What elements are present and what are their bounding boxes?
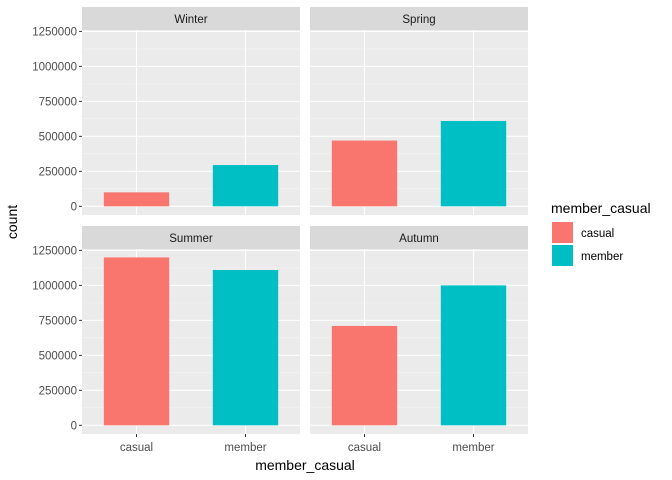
legend-label-casual: casual <box>581 228 614 240</box>
axes: 0 250000 500000 750000 1000000 1250000 0 250000… <box>32 26 495 454</box>
legend-label-member: member <box>581 251 623 263</box>
facet-strip <box>82 7 300 30</box>
legend-key-member <box>552 245 573 266</box>
x-tick-label: member <box>452 442 494 454</box>
facet-label: Summer <box>169 233 213 245</box>
facet-strip <box>82 226 300 249</box>
y-axis-title: count <box>4 205 20 239</box>
y-tick-label: 250000 <box>39 166 77 178</box>
y-tick-label: 1000000 <box>32 280 77 292</box>
bar-spring-member <box>440 120 507 207</box>
legend: member_casual casual member <box>551 200 651 266</box>
y-tick-label: 1000000 <box>32 61 77 73</box>
y-tick-label: 1250000 <box>32 245 77 257</box>
facet-label: Autumn <box>399 233 439 245</box>
legend-key-casual <box>552 222 573 243</box>
y-tick-label: 250000 <box>39 385 77 397</box>
y-tick-label: 1250000 <box>32 26 77 38</box>
x-tick-label: casual <box>120 442 153 454</box>
y-tick-label: 0 <box>71 201 77 213</box>
bar-winter-casual <box>103 192 170 207</box>
panel-summer: Summer <box>82 226 300 434</box>
bar-winter-member <box>212 165 279 207</box>
bar-summer-casual <box>103 257 170 426</box>
panel-autumn: Autumn <box>310 226 528 434</box>
bar-autumn-member <box>440 285 507 426</box>
y-tick-label: 500000 <box>39 350 77 362</box>
panels: Winter Spring Summer Autumn <box>82 7 528 434</box>
facet-label: Spring <box>402 14 435 26</box>
x-axis-title: member_casual <box>255 457 355 473</box>
y-tick-label: 0 <box>71 420 77 432</box>
y-tick-label: 750000 <box>39 96 77 108</box>
bar-autumn-casual <box>331 325 398 426</box>
y-tick-label: 500000 <box>39 131 77 143</box>
facet-strip <box>310 226 528 249</box>
bar-summer-member <box>212 269 279 426</box>
bar-spring-casual <box>331 140 398 207</box>
panel-winter: Winter <box>82 7 300 215</box>
facet-strip <box>310 7 528 30</box>
facet-label: Winter <box>174 14 207 26</box>
y-tick-label: 750000 <box>39 315 77 327</box>
legend-title: member_casual <box>551 200 651 216</box>
x-tick-label: member <box>224 442 266 454</box>
panel-spring: Spring <box>310 7 528 215</box>
x-tick-label: casual <box>348 442 381 454</box>
